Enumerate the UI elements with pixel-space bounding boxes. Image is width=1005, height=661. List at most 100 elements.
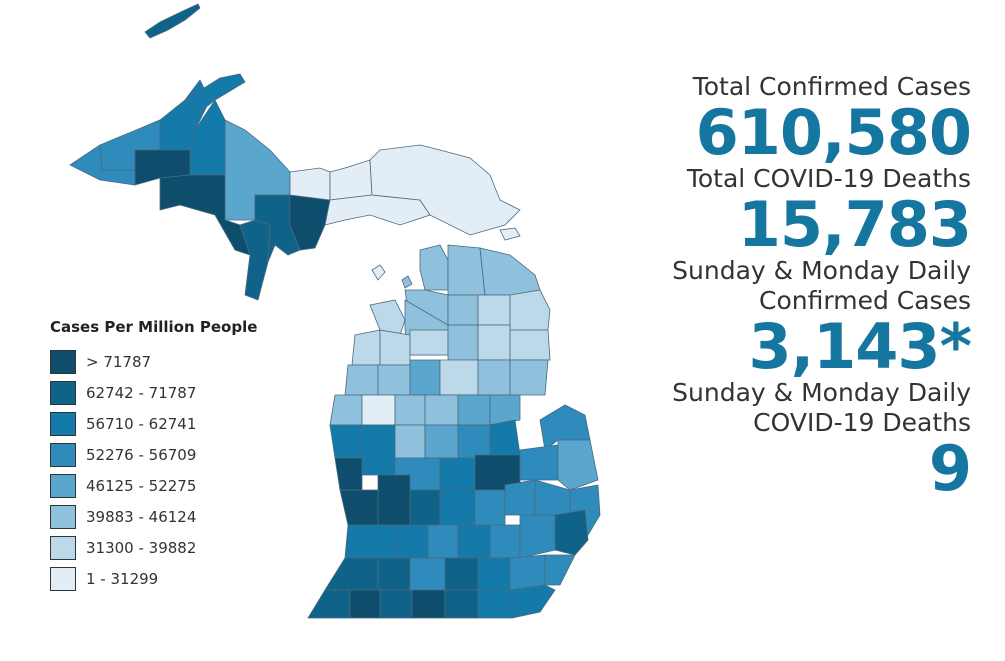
- county-eaton[interactable]: [427, 524, 459, 559]
- legend-row: 1 - 31299: [50, 563, 257, 594]
- total-cases-label: Total Confirmed Cases: [692, 72, 971, 101]
- county-kent[interactable]: [377, 474, 411, 526]
- legend-swatch: [50, 411, 76, 436]
- county-alcona[interactable]: [509, 329, 551, 361]
- county-monroe[interactable]: [511, 584, 556, 619]
- county-luce[interactable]: [329, 159, 373, 201]
- county-roscommon[interactable]: [439, 359, 479, 396]
- county-tuscola[interactable]: [519, 444, 559, 481]
- stats-panel: Total Confirmed Cases 610,580 Total COVI…: [671, 72, 972, 505]
- county-muskegon[interactable]: [334, 457, 363, 491]
- total-cases-value: 610,580: [695, 96, 972, 169]
- county-drummond-island[interactable]: [499, 227, 521, 241]
- county-charlevoix-islands[interactable]: [401, 275, 413, 289]
- county-alger[interactable]: [289, 167, 331, 201]
- county-hillsdale[interactable]: [444, 589, 479, 619]
- county-beaver-island[interactable]: [371, 264, 386, 281]
- legend-label: 46125 - 52275: [86, 476, 197, 495]
- county-oakland[interactable]: [519, 514, 556, 559]
- county-ottawa[interactable]: [339, 489, 379, 526]
- county-cheboygan[interactable]: [447, 244, 486, 296]
- legend-row: 39883 - 46124: [50, 501, 257, 532]
- county-ingham[interactable]: [457, 524, 491, 559]
- county-macomb[interactable]: [554, 509, 589, 556]
- county-ionia[interactable]: [409, 489, 441, 526]
- legend-label: 31300 - 39882: [86, 538, 197, 557]
- daily-deaths-label: Sunday & Monday Daily COVID-19 Deaths: [672, 378, 971, 437]
- county-oceana[interactable]: [329, 424, 363, 459]
- county-kalkaska[interactable]: [409, 329, 449, 356]
- county-gratiot[interactable]: [439, 457, 476, 491]
- county-missaukee[interactable]: [409, 359, 441, 396]
- legend-label: 1 - 31299: [86, 569, 159, 588]
- legend-row: 46125 - 52275: [50, 470, 257, 501]
- county-clinton[interactable]: [439, 489, 476, 526]
- legend-swatch: [50, 380, 76, 405]
- county-crawford[interactable]: [447, 324, 479, 361]
- legend-swatch: [50, 535, 76, 560]
- legend-swatch: [50, 442, 76, 467]
- county-st-joseph[interactable]: [379, 589, 413, 619]
- county-grand-traverse[interactable]: [379, 329, 411, 366]
- county-isabella[interactable]: [424, 424, 459, 459]
- county-keweenaw[interactable]: [184, 73, 246, 113]
- legend-label: 62742 - 71787: [86, 383, 197, 402]
- county-alpena[interactable]: [509, 289, 551, 331]
- county-barry[interactable]: [394, 524, 429, 559]
- legend-swatch: [50, 504, 76, 529]
- county-kalamazoo[interactable]: [377, 557, 411, 591]
- county-manistee[interactable]: [344, 364, 379, 396]
- county-calhoun[interactable]: [409, 557, 446, 591]
- michigan-county-map: [69, 3, 601, 619]
- total-deaths-value: 15,783: [737, 188, 972, 261]
- daily-cases-label: Sunday & Monday Daily Confirmed Cases: [672, 256, 971, 315]
- county-allegan[interactable]: [344, 524, 396, 559]
- county-gladwin[interactable]: [457, 394, 491, 426]
- county-wayne-east[interactable]: [544, 554, 576, 586]
- total-deaths-label: Total COVID-19 Deaths: [686, 164, 971, 193]
- county-lenawee[interactable]: [477, 589, 513, 619]
- county-leelanau[interactable]: [369, 299, 406, 336]
- county-branch[interactable]: [411, 589, 446, 619]
- legend-items: > 71787 62742 - 71787 56710 - 62741 52276 -…: [50, 346, 257, 594]
- county-otsego[interactable]: [447, 294, 479, 326]
- county-mason[interactable]: [329, 394, 363, 426]
- legend-title: Cases Per Million People: [50, 318, 258, 336]
- county-clare[interactable]: [424, 394, 459, 426]
- county-ogemaw[interactable]: [477, 359, 511, 396]
- county-jackson[interactable]: [444, 557, 479, 591]
- county-presque-isle[interactable]: [479, 247, 541, 296]
- county-iosco[interactable]: [509, 359, 549, 396]
- county-wayne[interactable]: [509, 554, 546, 591]
- legend-label: 52276 - 56709: [86, 445, 197, 464]
- county-genesee[interactable]: [504, 479, 536, 516]
- county-sanilac[interactable]: [557, 439, 599, 491]
- legend-row: 62742 - 71787: [50, 377, 257, 408]
- county-mecosta[interactable]: [394, 424, 426, 459]
- county-berrien[interactable]: [307, 589, 351, 619]
- county-shiawassee[interactable]: [474, 489, 506, 526]
- county-wexford[interactable]: [377, 364, 411, 396]
- daily-deaths-value: 9: [928, 432, 972, 505]
- legend-label: 39883 - 46124: [86, 507, 197, 526]
- legend-row: > 71787: [50, 346, 257, 377]
- county-lake[interactable]: [361, 394, 396, 426]
- county-cass[interactable]: [349, 589, 381, 619]
- county-arenac[interactable]: [489, 394, 521, 426]
- county-oscoda[interactable]: [477, 324, 511, 361]
- legend-swatch: [50, 566, 76, 591]
- county-menominee[interactable]: [239, 219, 271, 301]
- daily-cases-value: 3,143*: [748, 310, 972, 383]
- county-newaygo[interactable]: [361, 424, 396, 476]
- county-washtenaw[interactable]: [477, 557, 511, 591]
- county-van-buren[interactable]: [324, 557, 379, 591]
- county-chippewa[interactable]: [369, 144, 521, 236]
- county-livingston[interactable]: [489, 524, 521, 559]
- county-emmet[interactable]: [419, 244, 449, 291]
- county-isle-royale[interactable]: [144, 3, 201, 39]
- county-bay[interactable]: [489, 419, 521, 459]
- county-midland[interactable]: [457, 424, 491, 459]
- county-montmorency[interactable]: [477, 294, 511, 326]
- county-benzie[interactable]: [351, 329, 381, 366]
- county-osceola[interactable]: [394, 394, 426, 426]
